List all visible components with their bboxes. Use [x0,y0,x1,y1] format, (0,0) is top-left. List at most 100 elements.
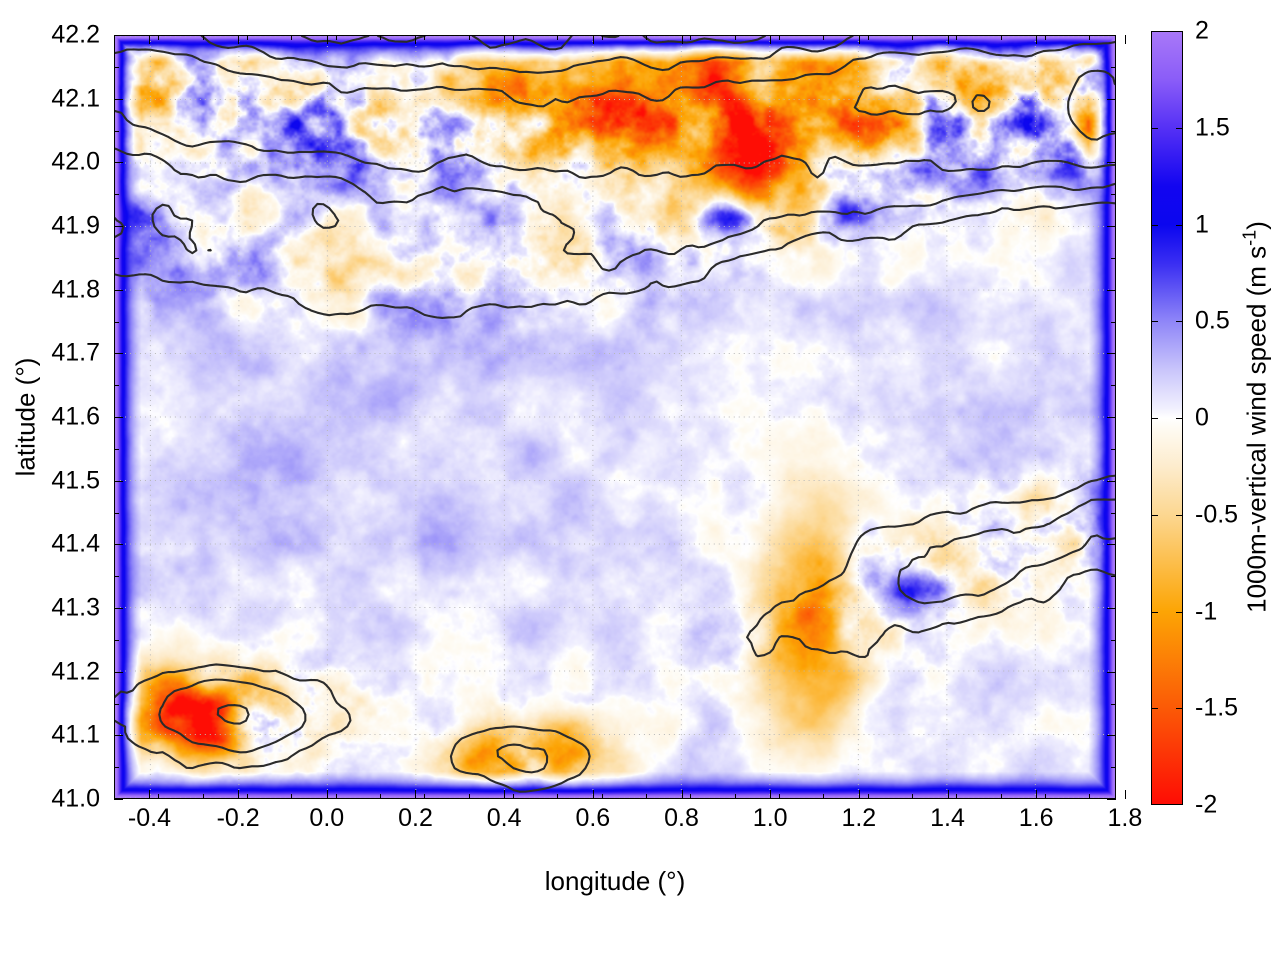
y-tick-minor-right [1111,194,1116,196]
y-tick-minor-right [1111,448,1116,450]
x-tick-label: 1.2 [841,804,877,832]
y-tick-major-right [1107,35,1116,36]
colorbar-tick [1151,611,1158,613]
colorbar-tick-right [1176,418,1183,419]
colorbar-tick [1151,127,1158,129]
x-tick-minor-top [424,35,426,40]
x-tick-minor-top [114,35,115,40]
x-tick-minor [158,794,160,799]
x-tick-major [326,790,328,799]
x-tick-minor [1089,794,1091,799]
y-tick-major [114,162,123,164]
x-tick-label: 0.2 [398,804,433,832]
y-tick-label: 41.1 [51,720,100,749]
y-tick-major [114,417,123,418]
x-tick-label: 1.8 [1107,804,1143,832]
y-tick-major-right [1107,671,1116,673]
x-tick-minor-top [335,35,337,40]
y-tick-minor [114,257,119,259]
y-tick-major [114,480,123,482]
y-tick-major [114,735,123,737]
x-tick-label: 1.6 [1018,804,1054,832]
x-tick-major-top [1036,35,1038,44]
y-tick-minor [114,130,119,132]
y-tick-minor [114,194,119,196]
x-tick-major-top [858,35,860,44]
y-tick-major-right [1107,735,1116,737]
x-tick-minor-top [867,35,869,40]
x-tick-minor [114,794,115,799]
x-tick-minor-top [1000,35,1002,40]
x-tick-minor-top [1045,35,1047,40]
y-tick-minor [114,512,119,514]
colorbar-tick-label: 2 [1195,16,1209,45]
y-tick-label: 41.8 [51,275,100,304]
y-tick-minor-right [1111,512,1116,514]
x-tick-major-top [149,35,151,44]
y-tick-minor [114,448,119,450]
x-tick-major-top [1124,35,1126,44]
x-tick-label: 0.0 [309,804,345,832]
x-tick-major [149,790,151,799]
y-tick-label: 41.5 [51,466,100,495]
x-tick-minor-top [690,35,692,40]
x-tick-minor [601,794,603,799]
colorbar-tick-right [1176,611,1183,613]
x-tick-minor [557,794,559,799]
y-tick-major [114,799,123,800]
x-tick-major-top [947,35,949,44]
x-tick-minor [1000,794,1002,799]
x-tick-minor-top [779,35,781,40]
x-tick-minor [424,794,426,799]
x-tick-minor [291,794,293,799]
colorbar-title: 1000m-vertical wind speed (m s-1) [1240,221,1273,613]
x-tick-major [415,790,417,799]
colorbar-tick-label: -0.5 [1195,500,1239,529]
x-tick-major-top [592,35,594,44]
x-tick-minor [202,794,204,799]
x-tick-minor [823,794,825,799]
colorbar-title-prefix: 1000m-vertical wind speed (m s [1241,245,1272,613]
y-tick-minor-right [1111,703,1116,705]
colorbar-tick-label: 0.5 [1195,306,1230,335]
y-tick-minor-right [1111,639,1116,641]
y-tick-label: 41.3 [51,593,100,622]
x-tick-minor-top [247,35,248,40]
y-tick-major-right [1107,608,1116,609]
colorbar-tick [1151,514,1158,516]
x-tick-minor-top [956,35,958,40]
x-tick-minor-top [158,35,160,40]
x-tick-major-top [504,35,506,44]
x-tick-minor-top [823,35,825,40]
colorbar-tick [1151,708,1158,710]
x-axis-title: longitude (°) [544,866,686,896]
x-tick-minor-top [291,35,293,40]
y-tick-major-right [1107,353,1116,355]
y-tick-minor-right [1111,767,1116,769]
x-tick-minor-top [646,35,648,40]
colorbar-tick-right [1176,321,1183,323]
x-tick-major-top [238,35,240,44]
y-tick-major [114,608,123,609]
x-tick-major [858,790,860,799]
y-tick-major-right [1107,289,1116,291]
x-tick-major-top [681,35,683,44]
x-tick-major-top [770,35,772,44]
y-tick-major-right [1107,162,1116,164]
x-tick-minor [1045,794,1047,799]
x-tick-label: -0.2 [216,804,260,832]
colorbar-title-suffix: ) [1241,221,1272,230]
y-tick-major [114,98,123,100]
y-tick-major [114,289,123,291]
x-tick-minor [690,794,692,799]
x-tick-label: 0.6 [575,804,611,832]
y-tick-major-right [1107,799,1116,800]
y-tick-minor-right [1111,66,1116,68]
x-tick-minor [734,794,736,799]
y-tick-label: 41.7 [51,338,100,367]
x-tick-major-top [415,35,417,44]
x-tick-label: 0.8 [664,804,699,832]
y-tick-major [114,671,123,673]
x-tick-minor [335,794,337,799]
